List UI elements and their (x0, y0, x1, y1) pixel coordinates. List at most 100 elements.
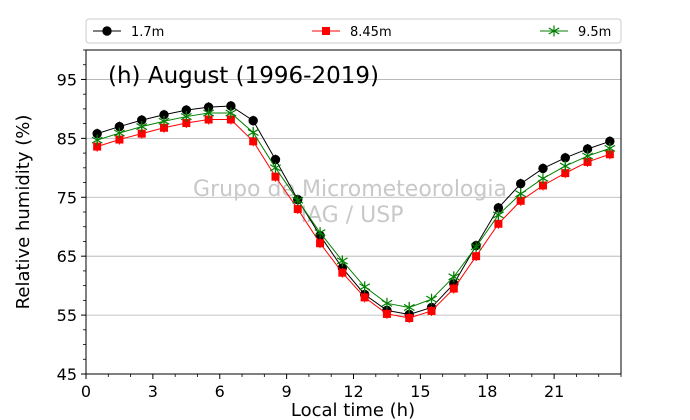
data-point (449, 284, 458, 293)
star-stroke (492, 211, 504, 219)
star-stroke (136, 123, 148, 131)
data-point (427, 306, 436, 315)
y-tick-label: 45 (57, 365, 77, 384)
star-stroke (515, 190, 527, 198)
legend-marker (102, 26, 112, 36)
data-point (381, 297, 393, 309)
star-stroke (548, 27, 560, 35)
data-point (338, 268, 347, 277)
legend-label: 9.5m (578, 25, 611, 40)
data-point (494, 219, 503, 228)
data-point (249, 137, 258, 146)
data-point (314, 227, 326, 239)
data-point (582, 150, 594, 162)
data-point (515, 188, 527, 200)
data-point (360, 293, 369, 302)
legend-marker (322, 27, 330, 35)
data-point (538, 181, 547, 190)
x-tick-label: 18 (477, 382, 497, 401)
data-point (538, 163, 548, 174)
data-point (561, 169, 570, 178)
data-point (158, 115, 170, 127)
data-point (583, 157, 592, 166)
star-stroke (113, 129, 125, 137)
data-point (226, 115, 235, 124)
star-stroke (559, 162, 571, 170)
star-stroke (247, 128, 259, 137)
watermark-line-2: IAG / USP (301, 203, 404, 228)
star-stroke (91, 136, 103, 144)
legend-marker (548, 25, 560, 37)
data-point (203, 107, 215, 119)
y-tick-label: 75 (57, 188, 77, 207)
data-point (113, 127, 125, 139)
data-point (403, 301, 415, 313)
data-point (293, 205, 302, 214)
x-tick-label: 15 (410, 382, 430, 401)
data-point (359, 281, 371, 293)
star-stroke (403, 303, 415, 311)
x-tick-label: 21 (544, 382, 564, 401)
data-point (91, 134, 103, 146)
data-point (470, 241, 482, 253)
legend-frame (85, 18, 622, 44)
data-point (472, 252, 481, 261)
star-stroke (292, 196, 304, 204)
data-point (180, 111, 192, 123)
legend-label: 8.45m (350, 25, 392, 40)
axes: 45 55 65 75 85 95 0 3 6 9 12 15 18 21 (57, 49, 622, 401)
star-stroke (425, 295, 438, 303)
y-tick-label: 95 (57, 70, 77, 89)
data-point (515, 179, 526, 189)
data-point (137, 129, 146, 138)
y-tick-label: 65 (57, 247, 77, 266)
watermark: Grupo de Micrometeorologia IAG / USP (193, 177, 507, 228)
data-point (93, 142, 102, 151)
data-point (448, 271, 460, 283)
data-point (382, 309, 391, 318)
x-tick-label: 0 (81, 382, 91, 401)
data-series (91, 100, 616, 324)
series-2 (91, 107, 616, 313)
x-axis-label: Local time (h) (291, 400, 415, 420)
y-tick-label: 85 (57, 129, 77, 148)
star-stroke (203, 109, 215, 117)
watermark-line-1: Grupo de Micrometeorologia (193, 177, 507, 202)
chart-title: (h) August (1996-2019) (108, 63, 379, 89)
x-tick-label: 9 (282, 382, 292, 401)
data-point (247, 126, 259, 138)
star-stroke (180, 113, 192, 121)
x-tick-label: 12 (343, 382, 363, 401)
data-point (182, 119, 191, 128)
data-point (160, 123, 169, 132)
star-stroke (381, 299, 393, 307)
data-point (336, 255, 348, 267)
y-axis-label: Relative humidity (%) (13, 115, 34, 310)
data-point (269, 162, 282, 174)
star-stroke (225, 109, 237, 117)
series-1 (93, 114, 614, 324)
data-point (115, 135, 124, 144)
star-stroke (537, 174, 549, 182)
legend-entry-1: 8.45m (312, 25, 392, 40)
y-tick-label: 55 (57, 306, 77, 325)
data-point (292, 194, 304, 206)
data-point (559, 160, 571, 172)
data-point (605, 150, 614, 159)
data-point (204, 115, 213, 124)
legend: 1.7m 8.45m 9.5m (85, 18, 622, 44)
star-stroke (582, 152, 594, 160)
data-point (271, 172, 280, 181)
data-point (316, 239, 325, 248)
legend-label: 1.7m (131, 25, 164, 40)
star-stroke (336, 257, 348, 265)
star-stroke (359, 283, 371, 291)
star-stroke (314, 229, 326, 237)
star-stroke (448, 273, 460, 281)
star-stroke (158, 117, 170, 125)
data-point (225, 107, 237, 119)
data-point (248, 115, 258, 126)
legend-entry-2: 9.5m (540, 25, 611, 40)
